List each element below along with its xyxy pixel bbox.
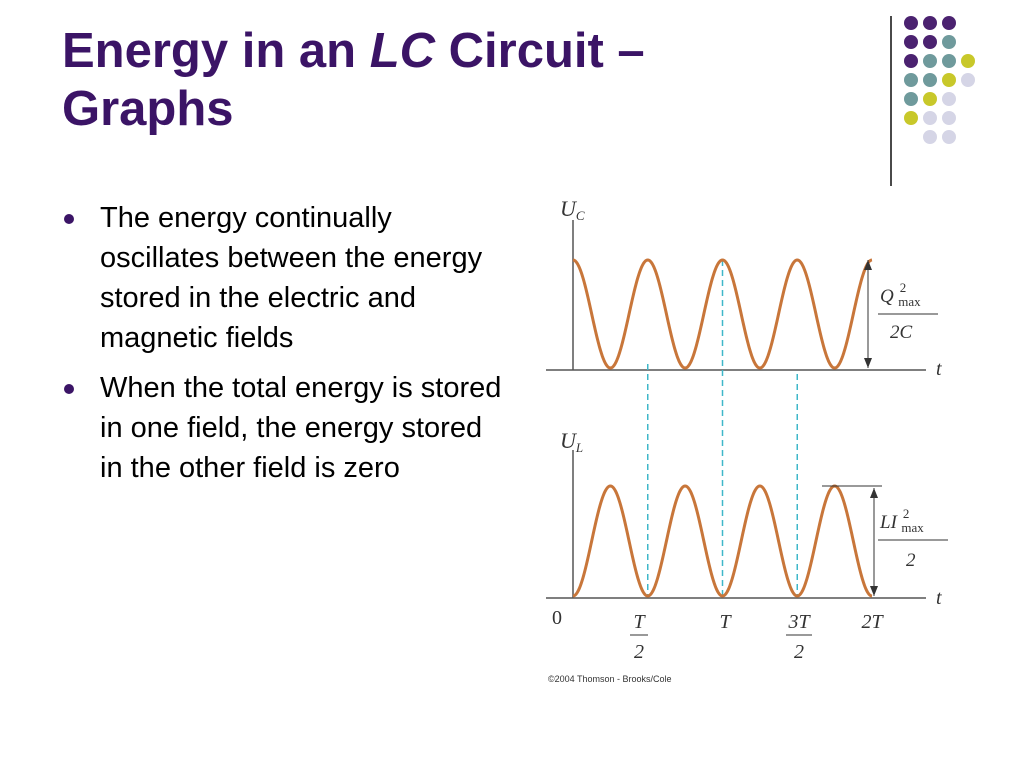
decorative-dot: [923, 111, 937, 125]
decorative-dot: [942, 92, 956, 106]
slide-title: Energy in an LC Circuit – Graphs: [62, 22, 862, 138]
bullet-text: When the total energy is stored in one f…: [100, 372, 502, 484]
decorative-dot: [904, 92, 918, 106]
top-y-label: UC: [560, 196, 585, 223]
bullet-text: The energy continually oscillates betwee…: [100, 202, 483, 354]
decorative-dot: [961, 54, 975, 68]
top-x-label: t: [936, 358, 942, 380]
tick-label-0: 0: [552, 607, 562, 629]
decorative-dot: [923, 16, 937, 30]
decorative-dot: [942, 54, 956, 68]
title-divider: [890, 16, 892, 186]
tick-label-2t: 2T: [861, 611, 884, 633]
decorative-dot: [923, 92, 937, 106]
decorative-dot: [904, 73, 918, 87]
decorative-dot: [942, 73, 956, 87]
tick-label-t: T: [719, 611, 732, 633]
decorative-dot: [942, 111, 956, 125]
decorative-dot: [904, 16, 918, 30]
bullet-dot-icon: [64, 214, 74, 224]
tick-label-half-t-num: T: [633, 611, 646, 633]
top-amplitude-marker: Q 2 max 2C: [864, 260, 938, 368]
top-amp-numerator: Q 2 max: [880, 280, 921, 309]
decorative-dot: [923, 73, 937, 87]
decorative-dot: [923, 130, 937, 144]
bullet-item: The energy continually oscillates betwee…: [62, 198, 502, 358]
tick-label-3half-t-num: 3T: [787, 611, 811, 633]
bullet-item: When the total energy is stored in one f…: [62, 368, 502, 488]
decorative-dot: [904, 54, 918, 68]
decorative-dot: [923, 35, 937, 49]
energy-graphs-figure: UC t UL t Q 2 max 2C LI 2 max 2 0 T 2 T 3T 2…: [546, 196, 948, 684]
decorative-dot: [942, 16, 956, 30]
decorative-dot: [923, 54, 937, 68]
decorative-dot: [961, 73, 975, 87]
bottom-amp-numerator: LI 2 max: [879, 506, 924, 535]
title-line2: Graphs: [62, 82, 234, 136]
decorative-dot: [904, 35, 918, 49]
decorative-dot: [942, 130, 956, 144]
copyright-text: ©2004 Thomson - Brooks/Cole: [548, 674, 672, 684]
bottom-amp-denominator: 2: [906, 550, 916, 571]
dashed-guides: [647, 260, 798, 596]
bullet-list: The energy continually oscillates betwee…: [62, 198, 502, 498]
title-part2: Circuit –: [435, 24, 645, 78]
decorative-dot: [904, 111, 918, 125]
uc-energy-curve: [572, 258, 873, 370]
bottom-amplitude-marker: LI 2 max 2: [822, 485, 948, 596]
bullet-dot-icon: [64, 384, 74, 394]
top-amp-denominator: 2C: [890, 322, 913, 343]
ul-energy-curve: [572, 484, 873, 598]
bottom-x-label: t: [936, 587, 942, 609]
bottom-y-label: UL: [560, 428, 583, 455]
decorative-dot: [942, 35, 956, 49]
tick-label-half-t-den: 2: [634, 641, 644, 663]
title-italic-lc: LC: [369, 24, 436, 78]
title-part1: Energy in an: [62, 24, 370, 78]
tick-label-3half-t-den: 2: [794, 641, 804, 663]
decorative-dot-grid: [904, 16, 975, 144]
